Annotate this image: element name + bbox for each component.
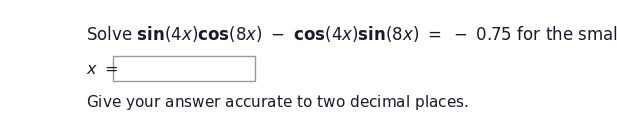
Text: $\mathrm{Give\ your\ answer\ accurate\ to\ two\ decimal\ places.}$: $\mathrm{Give\ your\ answer\ accurate\ t… <box>86 93 468 112</box>
FancyBboxPatch shape <box>114 56 255 81</box>
Text: $\mathit{x}\ =$: $\mathit{x}\ =$ <box>86 62 118 77</box>
Text: $\mathrm{Solve}\ \mathbf{sin}(4\mathit{x})\mathbf{cos}(8\mathit{x})\ -\ \mathbf{: $\mathrm{Solve}\ \mathbf{sin}(4\mathit{x… <box>86 24 617 45</box>
